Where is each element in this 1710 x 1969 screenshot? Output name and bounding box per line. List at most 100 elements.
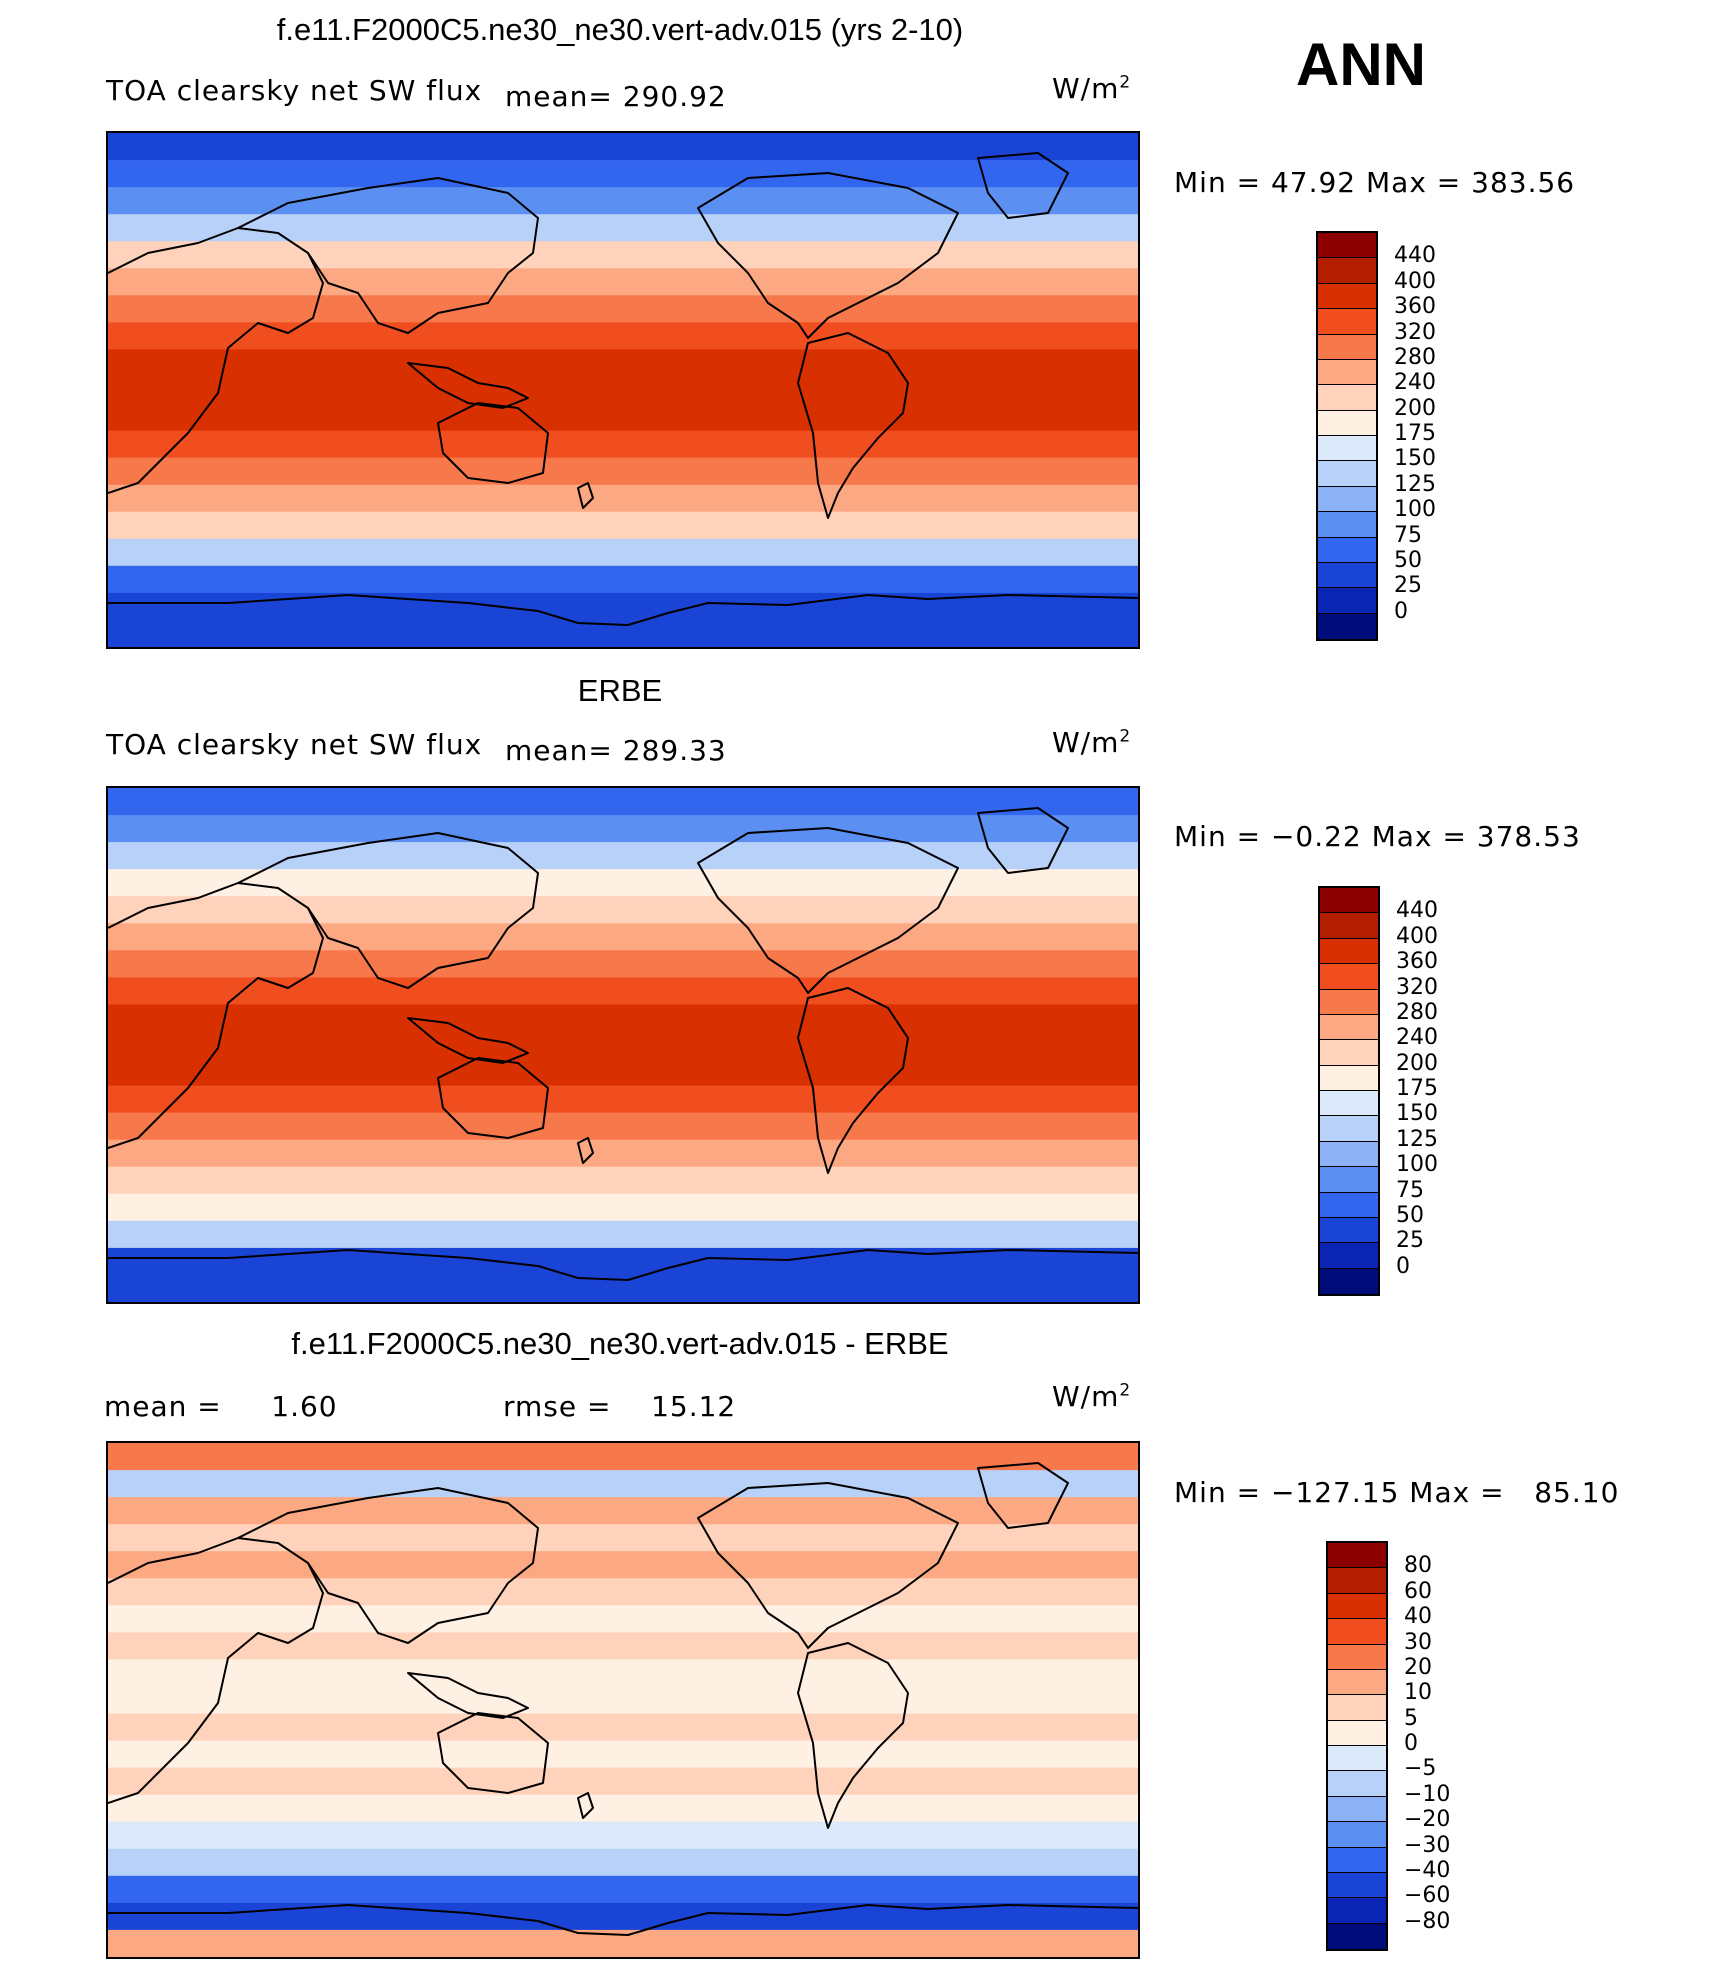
colorbar-tick-label: 320	[1396, 974, 1438, 1000]
colorbar-tick-label: 200	[1394, 395, 1436, 421]
colorbar-tick-label: 20	[1404, 1654, 1432, 1680]
latitude-band	[108, 815, 1138, 844]
latitude-band	[108, 511, 1138, 540]
colorbar-tick-label: 280	[1396, 999, 1438, 1025]
panel-1-units: W/m2	[1052, 72, 1132, 105]
colorbar-swatch	[1320, 1040, 1378, 1066]
colorbar-swatch	[1328, 1796, 1386, 1823]
colorbar-tick-label: 440	[1394, 243, 1436, 269]
panel-1-colorbar-ticks: 440 400 360 320 280 240 200 175 150 125 100 75 50 25 0	[1394, 231, 1474, 637]
coastline	[108, 1249, 1138, 1281]
coastline	[108, 227, 324, 494]
coastline	[108, 882, 324, 1149]
coastline	[407, 1017, 529, 1064]
latitude-band	[108, 1740, 1138, 1769]
colorbar-swatch	[1318, 385, 1376, 411]
colorbar-tick-label: 320	[1394, 319, 1436, 345]
latitude-band	[108, 565, 1138, 594]
colorbar-tick-label: 175	[1394, 421, 1436, 446]
latitude-band	[108, 1193, 1138, 1222]
coastline	[108, 594, 1138, 626]
latitude-band	[108, 538, 1138, 567]
colorbar-tick-label: 80	[1404, 1553, 1432, 1579]
panel-3-minmax: Min = −127.15 Max = 85.10	[1174, 1476, 1620, 1509]
panel-2-minmax: Min = −0.22 Max = 378.53	[1174, 820, 1581, 853]
latitude-band	[108, 1058, 1138, 1087]
colorbar-swatch	[1320, 1141, 1378, 1168]
latitude-band	[108, 1848, 1138, 1877]
coastline	[437, 1712, 549, 1794]
colorbar-swatch	[1320, 1192, 1378, 1218]
latitude-band	[108, 1605, 1138, 1634]
coastline	[237, 832, 539, 989]
coastline	[977, 807, 1069, 874]
latitude-band	[108, 403, 1138, 432]
colorbar-swatch	[1318, 410, 1376, 436]
colorbar-tick-label: 0	[1396, 1253, 1410, 1279]
latitude-band	[108, 869, 1138, 898]
coastline	[407, 362, 529, 409]
coastline	[437, 402, 549, 484]
panel-1-map	[106, 131, 1140, 649]
latitude-band	[108, 1524, 1138, 1553]
latitude-band	[108, 896, 1138, 925]
latitude-band	[108, 977, 1138, 1006]
colorbar-swatch	[1318, 486, 1376, 513]
colorbar-swatch	[1320, 1243, 1378, 1269]
latitude-band	[108, 322, 1138, 351]
latitude-band	[108, 1085, 1138, 1114]
colorbar-tick-label: −5	[1404, 1756, 1437, 1782]
panel-2-units: W/m2	[1052, 726, 1132, 759]
colorbar-tick-label: 240	[1394, 370, 1436, 396]
colorbar-tick-label: 50	[1394, 547, 1422, 573]
colorbar-swatch	[1328, 1669, 1386, 1696]
colorbar-tick-label: 125	[1394, 471, 1436, 497]
coastline	[797, 1642, 909, 1829]
colorbar-tick-label: 280	[1394, 344, 1436, 370]
panel-1-title: f.e11.F2000C5.ne30_ne30.vert-adv.015 (yr…	[276, 12, 964, 47]
latitude-band	[108, 1713, 1138, 1742]
colorbar-swatch	[1320, 1091, 1378, 1117]
latitude-band	[108, 1443, 1138, 1472]
colorbar-tick-label: 100	[1394, 497, 1436, 523]
colorbar-swatch	[1328, 1543, 1386, 1569]
latitude-band	[108, 1875, 1138, 1904]
coastline	[697, 827, 959, 994]
latitude-band	[108, 1821, 1138, 1850]
latitude-band	[108, 187, 1138, 216]
colorbar-swatch	[1318, 258, 1376, 284]
colorbar-tick-label: 150	[1396, 1101, 1438, 1127]
colorbar-tick-label: 5	[1404, 1705, 1418, 1731]
colorbar-tick-label: 360	[1396, 949, 1438, 975]
colorbar-tick-label: −80	[1404, 1908, 1451, 1934]
colorbar-swatch	[1318, 461, 1376, 487]
coastline	[797, 332, 909, 519]
colorbar-tick-label: 175	[1396, 1076, 1438, 1101]
colorbar-swatch	[1320, 1014, 1378, 1041]
colorbar-swatch	[1328, 1593, 1386, 1620]
colorbar-swatch	[1328, 1847, 1386, 1873]
panel-3-map-svg	[108, 1443, 1138, 1957]
latitude-band	[108, 1632, 1138, 1661]
latitude-band	[108, 241, 1138, 270]
latitude-band	[108, 1112, 1138, 1141]
coastline	[577, 482, 594, 509]
colorbar-swatch	[1318, 537, 1376, 563]
latitude-band	[108, 133, 1138, 162]
colorbar-swatch	[1320, 1268, 1378, 1294]
colorbar-swatch	[1328, 1619, 1386, 1645]
colorbar-swatch	[1328, 1695, 1386, 1721]
latitude-band	[108, 842, 1138, 871]
colorbar-swatch	[1318, 233, 1376, 259]
coastline	[797, 987, 909, 1174]
colorbar-tick-label: 75	[1394, 522, 1422, 548]
colorbar-swatch	[1318, 512, 1376, 538]
colorbar-swatch	[1320, 964, 1378, 990]
colorbar-tick-label: −10	[1404, 1781, 1451, 1807]
colorbar-tick-label: 30	[1404, 1629, 1432, 1655]
colorbar-tick-label: 400	[1396, 923, 1438, 949]
colorbar-tick-label: 50	[1396, 1202, 1424, 1228]
coastline	[237, 177, 539, 334]
colorbar-swatch	[1318, 334, 1376, 360]
panel-1-minmax: Min = 47.92 Max = 383.56	[1174, 166, 1576, 199]
